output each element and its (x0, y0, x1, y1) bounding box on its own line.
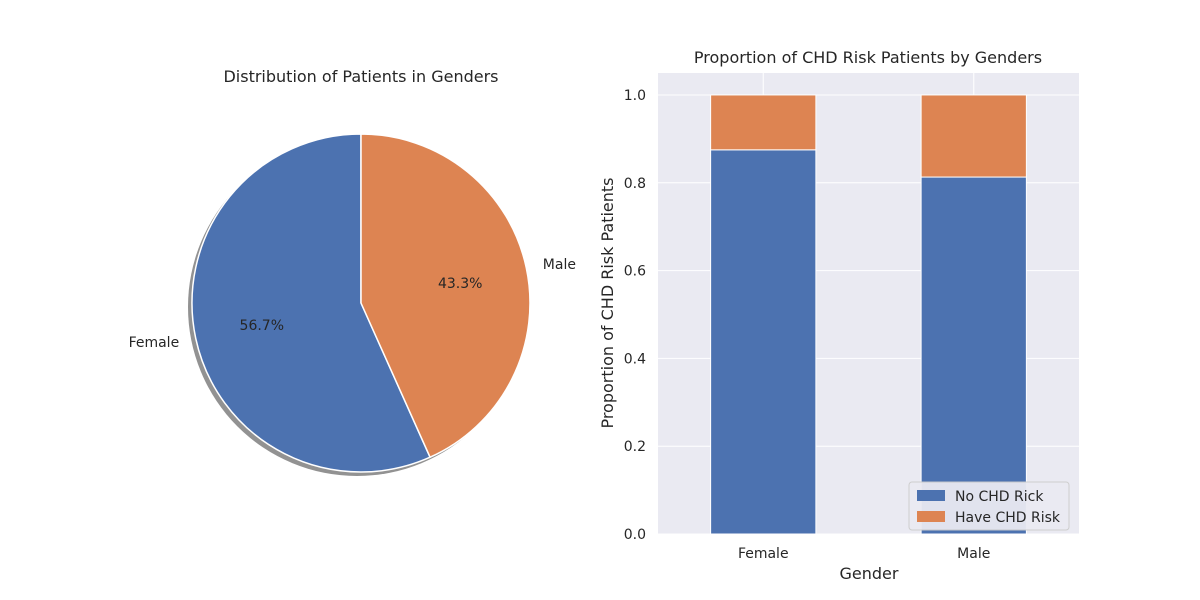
pie-label-female: Female (129, 335, 180, 351)
bar-male-series-0 (920, 176, 1027, 535)
y-tick-label: 0.4 (624, 351, 646, 367)
legend-label-0: No CHD Rick (955, 489, 1044, 505)
pie-pct-male: 43.3% (438, 276, 482, 292)
legend-swatch-0 (917, 490, 945, 501)
bar-title: Proportion of CHD Risk Patients by Gende… (694, 48, 1042, 67)
pie-chart: Distribution of Patients in Genders Fema… (129, 67, 576, 476)
y-tick-label: 1.0 (624, 88, 646, 104)
bar-male-series-1 (920, 94, 1027, 178)
bar-female-series-0 (710, 149, 817, 535)
bar-female-series-1 (710, 94, 817, 151)
pie-label-male: Male (543, 257, 576, 273)
x-tick-label-female: Female (738, 546, 789, 562)
pie-pct-female: 56.7% (240, 318, 284, 334)
pie-title: Distribution of Patients in Genders (223, 67, 498, 86)
legend-label-1: Have CHD Risk (955, 510, 1061, 526)
legend-swatch-1 (917, 511, 945, 522)
legend: No CHD Rick Have CHD Risk (908, 481, 1070, 531)
y-tick-label: 0.0 (624, 527, 646, 543)
x-tick-label-male: Male (957, 546, 990, 562)
bar-chart: Proportion of CHD Risk Patients by Gende… (598, 48, 1079, 583)
pie-slice-female (191, 133, 432, 473)
pie-slice-male (360, 133, 531, 459)
y-tick-label: 0.8 (624, 176, 646, 192)
y-tick-label: 0.2 (624, 439, 646, 455)
x-axis-label: Gender (840, 564, 899, 583)
y-axis-label: Proportion of CHD Risk Patients (598, 177, 617, 428)
y-tick-label: 0.6 (624, 264, 646, 280)
legend-box (908, 481, 1070, 531)
